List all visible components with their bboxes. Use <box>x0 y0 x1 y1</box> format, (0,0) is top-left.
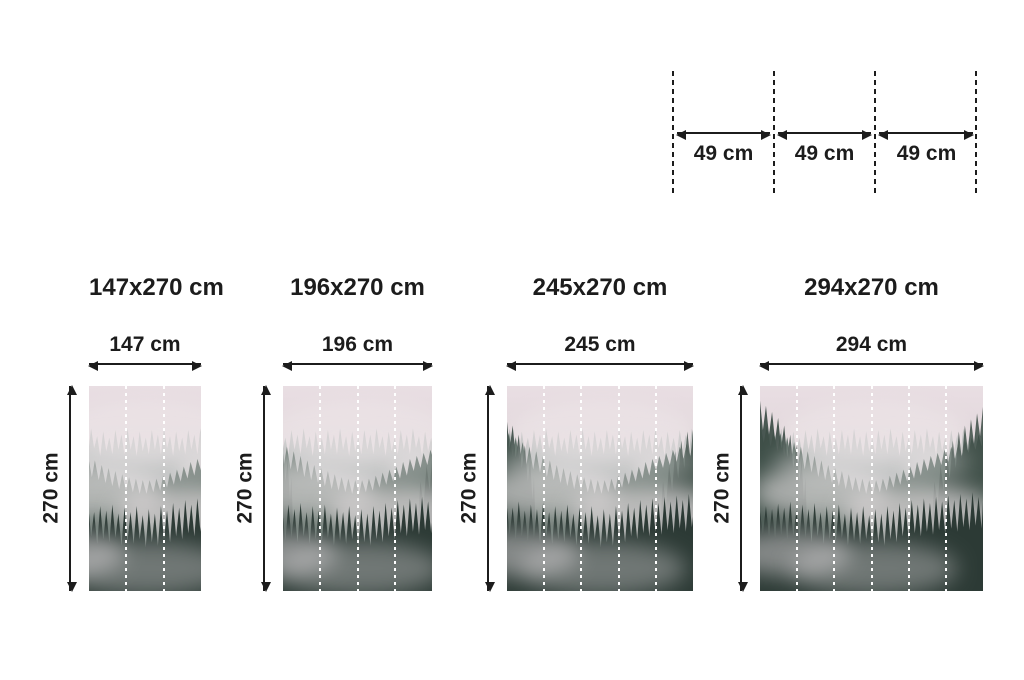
height-arrow <box>67 385 77 592</box>
width-arrow <box>88 361 202 371</box>
roll-cut-line <box>975 71 977 195</box>
width-arrow <box>282 361 433 371</box>
roll-cut-line <box>672 71 674 195</box>
panel-seam-line <box>580 386 583 591</box>
width-dimension-label: 147 cm <box>109 333 181 356</box>
mural-preview <box>760 386 983 591</box>
size-title: 245x270 cm <box>532 274 668 301</box>
size-title: 294x270 cm <box>804 274 939 301</box>
height-arrow <box>738 385 748 592</box>
width-arrow <box>759 361 984 371</box>
panel-seam-line <box>796 386 799 591</box>
panel-seam-line <box>617 386 620 591</box>
panel-seam-line <box>125 386 128 591</box>
height-dimension-label: 270 cm <box>710 452 734 524</box>
roll-cut-line <box>773 71 775 195</box>
panel-seam-line <box>654 386 657 591</box>
size-title: 147x270 cm <box>89 274 224 301</box>
width-dimension-label: 294 cm <box>835 333 908 356</box>
panel-seam-line <box>162 386 165 591</box>
width-arrow <box>506 361 694 371</box>
mural-preview <box>507 386 693 591</box>
panel-seam-line <box>543 386 546 591</box>
mural-preview <box>89 386 201 591</box>
roll-width-label: 49 cm <box>693 142 754 165</box>
panel-seam-line <box>907 386 910 591</box>
height-dimension-label: 270 cm <box>39 452 63 524</box>
mural-preview <box>283 386 432 591</box>
height-arrow <box>485 385 495 592</box>
panel-seam-line <box>319 386 322 591</box>
width-dimension-label: 245 cm <box>564 333 636 356</box>
panel-seam-line <box>833 386 836 591</box>
roll-width-label: 49 cm <box>896 142 957 165</box>
width-dimension-label: 196 cm <box>321 333 394 356</box>
height-dimension-label: 270 cm <box>233 452 257 524</box>
roll-width-diagram: 49 cm 49 cm 49 cm <box>672 71 978 195</box>
panel-seam-line <box>944 386 947 591</box>
height-dimension-label: 270 cm <box>457 452 481 524</box>
panel-seam-line <box>356 386 359 591</box>
forest-artwork <box>507 386 693 591</box>
roll-width-label: 49 cm <box>794 142 855 165</box>
roll-width-arrow <box>777 130 872 140</box>
panel-seam-line <box>393 386 396 591</box>
size-title: 196x270 cm <box>290 274 425 301</box>
height-arrow <box>261 385 271 592</box>
forest-artwork <box>89 386 201 591</box>
roll-width-arrow <box>878 130 974 140</box>
roll-cut-line <box>874 71 876 195</box>
panel-seam-line <box>870 386 873 591</box>
roll-width-arrow <box>676 130 771 140</box>
